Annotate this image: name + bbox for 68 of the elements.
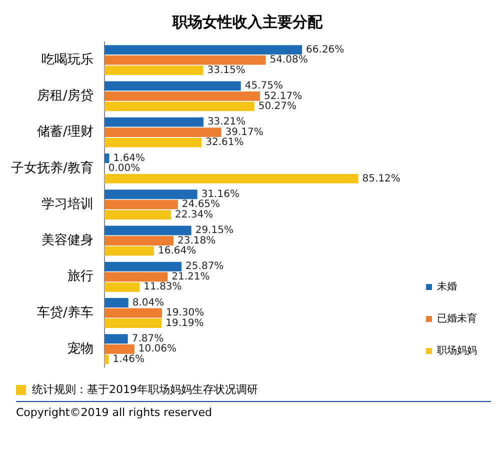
bar — [104, 128, 222, 138]
data-label: 1.46% — [112, 354, 145, 365]
bar — [104, 298, 128, 308]
bar — [104, 55, 266, 65]
data-label: 16.64% — [158, 246, 196, 257]
bar — [104, 138, 202, 148]
data-label: 21.21% — [172, 271, 210, 282]
y-tick-label: 储蓄/理财 — [36, 124, 94, 140]
bar — [104, 190, 198, 200]
data-label: 11.83% — [144, 282, 182, 293]
legend-label: 已婚未育 — [437, 312, 477, 325]
data-label: 1.64% — [113, 152, 146, 164]
bar — [104, 45, 302, 55]
y-tick-label: 学习培训 — [41, 196, 94, 212]
bar — [104, 236, 174, 246]
y-tick-label: 子女抚养/教育 — [10, 160, 94, 176]
data-label: 45.75% — [244, 80, 283, 92]
data-label: 10.06% — [138, 344, 177, 355]
bar — [104, 117, 204, 127]
y-tick-label: 宠物 — [67, 342, 94, 357]
data-label: 29.15% — [195, 225, 234, 236]
y-tick-label: 美容健身 — [41, 232, 94, 248]
bar — [104, 272, 168, 282]
data-label: 39.17% — [225, 126, 264, 138]
bar — [104, 282, 140, 292]
data-label: 19.19% — [166, 318, 204, 329]
y-tick-label: 车贷/养车 — [36, 304, 94, 320]
bar — [104, 81, 241, 91]
data-label: 19.30% — [166, 308, 204, 319]
bar — [104, 262, 182, 272]
data-label: 8.04% — [132, 297, 164, 308]
data-label: 33.21% — [207, 116, 246, 128]
text: 统计规则：基于2019年职场妈妈生存状况调研 — [32, 382, 258, 397]
y-tick-label: 房租/房贷 — [36, 88, 94, 104]
data-label: 32.61% — [206, 137, 244, 148]
data-label: 31.16% — [201, 188, 240, 200]
bar — [104, 154, 110, 163]
legend-label: 职场妈妈 — [437, 344, 477, 357]
data-label: 0.00% — [108, 163, 140, 174]
legend-label: 未婚 — [437, 280, 457, 293]
bar — [104, 334, 128, 344]
chart-title: 职场女性收入主要分配 — [172, 12, 324, 31]
bar — [104, 246, 154, 256]
data-label: 23.18% — [178, 235, 216, 246]
bar — [104, 354, 109, 364]
bar — [104, 318, 162, 328]
y-tick-label: 吃喝玩乐 — [41, 52, 94, 68]
bar — [104, 344, 134, 354]
bar — [104, 102, 254, 112]
bar — [104, 308, 162, 318]
data-label: 52.17% — [264, 90, 302, 102]
data-label: 24.65% — [182, 199, 220, 210]
bar — [104, 200, 178, 210]
bar — [104, 174, 358, 184]
bar — [104, 210, 172, 220]
data-label: 85.12% — [362, 173, 400, 184]
data-label: 66.26% — [306, 44, 344, 56]
data-label: 33.15% — [207, 64, 246, 76]
bar — [104, 226, 192, 236]
data-label: 7.87% — [132, 333, 164, 344]
data-label: 54.08% — [270, 54, 308, 66]
data-label: 25.87% — [186, 261, 224, 272]
data-label: 50.27% — [258, 101, 296, 112]
data-label: 22.34% — [175, 209, 214, 220]
y-tick-label: 旅行 — [67, 269, 94, 284]
bar — [104, 66, 204, 76]
text: Copyright©2019 all rights reserved — [16, 406, 212, 419]
bar — [104, 91, 260, 101]
